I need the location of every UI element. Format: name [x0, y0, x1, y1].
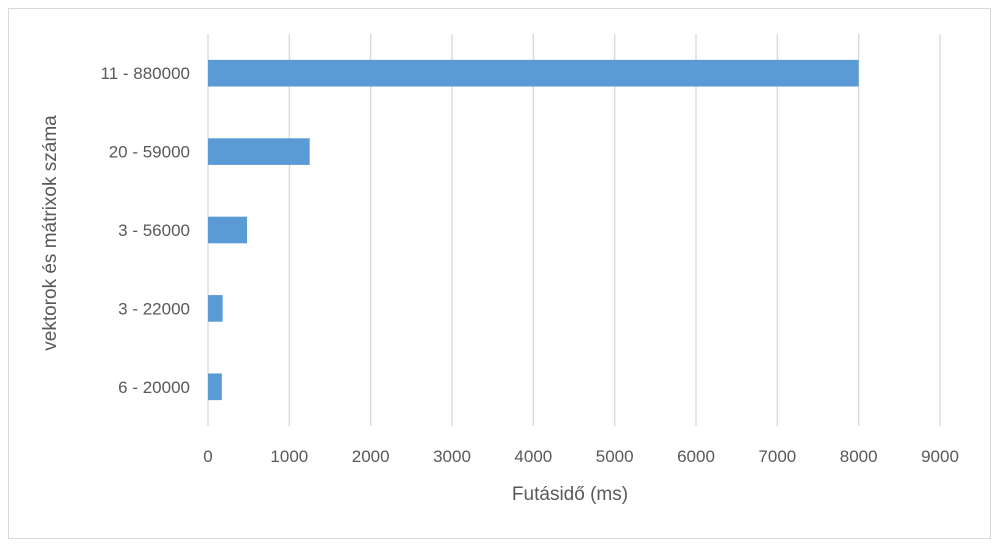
bar — [208, 373, 222, 401]
x-tick-label: 9000 — [921, 447, 959, 466]
bar — [208, 138, 310, 165]
gridlines — [207, 34, 941, 426]
x-tick-label: 0 — [203, 447, 212, 466]
bar — [208, 216, 248, 244]
x-tick-label: 5000 — [596, 447, 634, 466]
x-tick-label: 2000 — [352, 447, 390, 466]
category-label: 3 - 56000 — [118, 221, 190, 240]
x-tick-label: 4000 — [514, 447, 552, 466]
bars — [208, 59, 859, 401]
category-label: 20 - 59000 — [109, 143, 190, 162]
x-tick-label: 1000 — [270, 447, 308, 466]
x-axis-title: Futásidő (ms) — [512, 484, 628, 505]
x-tick-label: 3000 — [433, 447, 471, 466]
category-label: 11 - 880000 — [101, 64, 190, 83]
category-labels: 11 - 880000 20 - 59000 3 - 56000 3 - 22000 6… — [101, 64, 190, 397]
category-label: 3 - 22000 — [118, 299, 190, 318]
x-tick-label: 6000 — [677, 447, 715, 466]
category-label: 6 - 20000 — [118, 378, 190, 397]
x-tick-label: 8000 — [840, 447, 878, 466]
y-axis-title: vektorok és mátrixok száma — [40, 115, 61, 351]
bar — [208, 59, 859, 87]
x-tick-label: 7000 — [758, 447, 796, 466]
chart-frame — [8, 8, 991, 539]
bar — [208, 295, 223, 322]
x-tick-labels: 0 1000 2000 3000 4000 5000 6000 7000 8000 9000 — [203, 447, 959, 466]
